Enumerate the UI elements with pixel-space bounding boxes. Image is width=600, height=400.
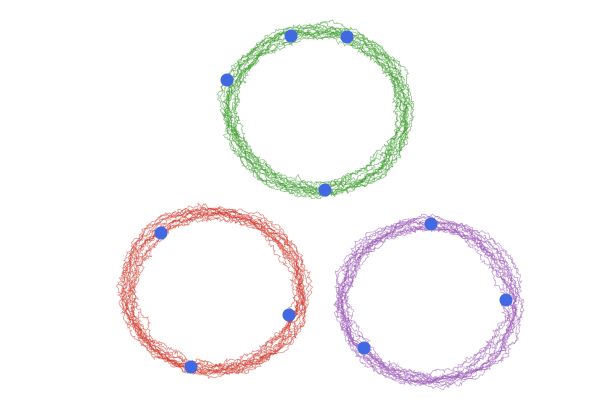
ring-trace [224, 32, 415, 190]
ring-trace [334, 219, 521, 381]
point [184, 360, 198, 374]
ring-trace [229, 21, 399, 199]
ring-trace [224, 28, 410, 195]
ring-trace [120, 208, 308, 373]
point [499, 293, 513, 307]
point [282, 308, 296, 322]
point [318, 183, 332, 197]
ring [216, 19, 415, 200]
point [340, 30, 354, 44]
ring [115, 202, 314, 380]
ring-trace [233, 26, 400, 196]
ring-trace [225, 24, 404, 191]
ring-trace [118, 208, 308, 374]
ring [332, 213, 525, 390]
point [154, 226, 168, 240]
point [220, 73, 234, 87]
point [424, 217, 438, 231]
point [284, 29, 298, 43]
ring-trace [216, 28, 412, 198]
ring-trace [333, 226, 516, 382]
point [357, 341, 371, 355]
ring-trace [334, 217, 519, 386]
ring-trace [131, 210, 307, 375]
ring-trace [345, 216, 513, 387]
ring-trace [342, 213, 512, 387]
